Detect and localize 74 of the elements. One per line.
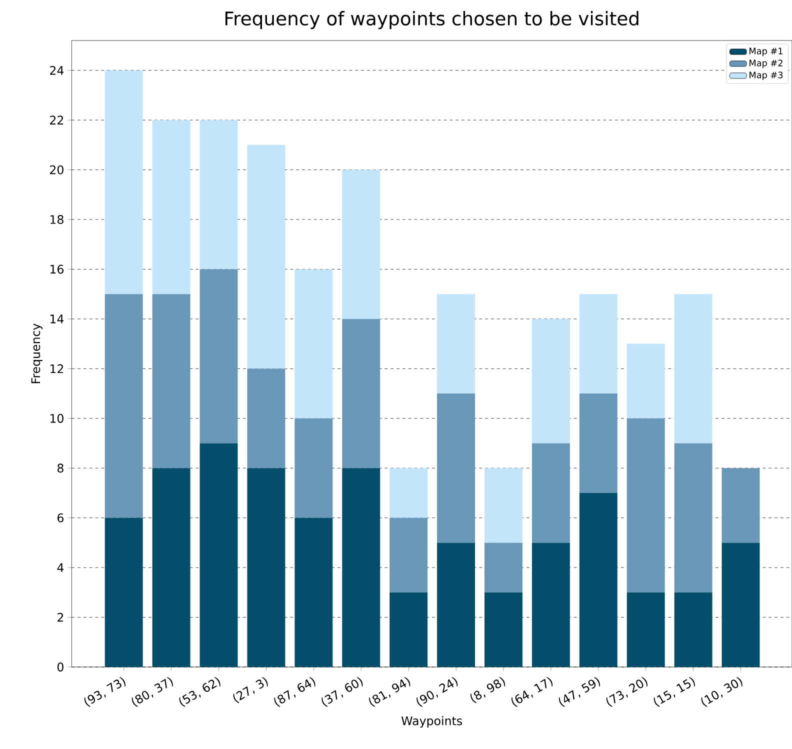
y-tick-label: 16	[50, 264, 64, 274]
x-tick-label: (81, 94)	[369, 677, 410, 707]
x-tick-label: (47, 59)	[558, 677, 600, 707]
x-tick-label: (10, 30)	[701, 677, 742, 707]
bar	[200, 269, 238, 444]
x-tick-label: (15, 15)	[654, 677, 695, 707]
y-tick-label: 4	[57, 563, 64, 572]
bar	[342, 170, 380, 319]
y-tick-label: 18	[50, 215, 64, 224]
bar	[390, 518, 428, 592]
x-tick-label: (93, 73)	[84, 677, 126, 707]
bar	[626, 592, 665, 667]
x-axis-title: Waypoints	[401, 716, 462, 728]
bar	[484, 592, 522, 667]
bar	[579, 294, 618, 394]
bar	[579, 492, 618, 667]
y-tick-label: 12	[50, 364, 64, 374]
y-tick-label: 22	[50, 116, 64, 124]
bar	[104, 518, 143, 667]
x-tick-label: (64, 17)	[511, 677, 553, 707]
bar	[532, 318, 570, 444]
bar	[722, 468, 760, 543]
bar	[342, 468, 380, 667]
bar	[532, 542, 570, 667]
y-tick-label: 10	[50, 414, 64, 423]
legend-label: Map #3	[750, 72, 783, 80]
bar	[247, 144, 286, 369]
bar	[152, 294, 190, 468]
bar	[626, 344, 665, 418]
bar	[294, 418, 333, 518]
bar	[674, 592, 712, 667]
bar	[200, 443, 238, 667]
bar	[437, 542, 476, 667]
y-axis-title: Frequency	[31, 324, 42, 384]
bar	[390, 592, 428, 667]
bar	[437, 394, 476, 543]
bar	[104, 294, 143, 518]
bar	[247, 468, 286, 667]
x-tick-label: (73, 20)	[606, 677, 648, 707]
y-tick-label: 24	[50, 66, 64, 75]
x-tick-label: (8, 98)	[470, 677, 506, 704]
x-tick-label: (53, 62)	[179, 677, 220, 707]
bar	[342, 318, 380, 468]
bar	[437, 294, 476, 394]
bar	[200, 120, 238, 270]
bar	[579, 394, 618, 493]
bar	[674, 443, 712, 592]
bar	[294, 518, 333, 667]
x-tick-label: (80, 37)	[132, 677, 173, 707]
bar	[390, 468, 428, 518]
legend-label: Map #1	[750, 48, 782, 56]
bar	[104, 70, 143, 294]
bar	[294, 269, 333, 418]
bar	[247, 368, 286, 468]
y-tick-label: 2	[58, 612, 64, 622]
x-tick-label: (27, 3)	[233, 677, 268, 704]
y-tick-label: 0	[57, 662, 64, 672]
bar	[152, 468, 190, 667]
y-tick-label: 14	[50, 314, 64, 324]
y-tick-label: 8	[58, 464, 64, 473]
bar	[484, 468, 522, 543]
bar	[626, 418, 665, 592]
bar	[674, 294, 712, 444]
bar	[722, 542, 760, 667]
bar	[532, 443, 570, 543]
x-tick-label: (37, 60)	[322, 677, 363, 707]
bar	[484, 542, 522, 592]
x-tick-label: (90, 24)	[416, 677, 458, 707]
bar	[152, 120, 190, 294]
y-tick-label: 6	[58, 513, 64, 522]
legend-label: Map #2	[750, 60, 782, 68]
chart-title: Frequency of waypoints chosen to be visited	[225, 11, 638, 30]
x-tick-label: (87, 64)	[274, 677, 316, 707]
y-tick-label: 20	[50, 165, 64, 174]
